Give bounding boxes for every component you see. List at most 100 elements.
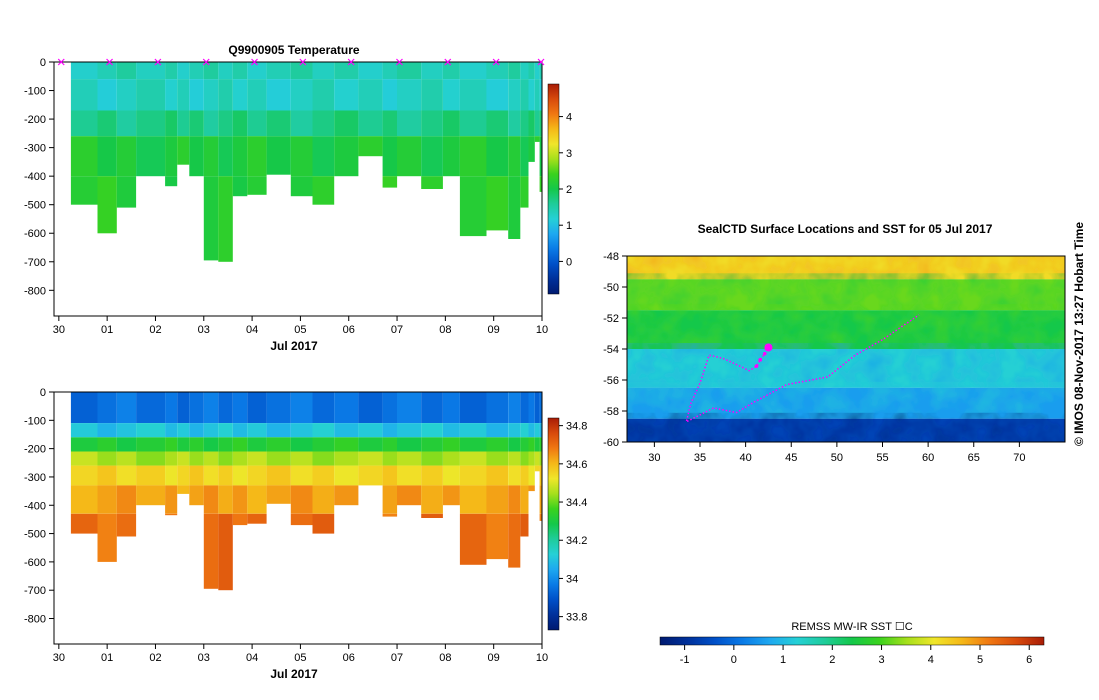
salinity-plot-area <box>70 392 542 591</box>
lat-tick-label: -60 <box>603 437 619 449</box>
profile-cell <box>290 513 313 526</box>
profile-cell <box>508 392 521 424</box>
y-tick-label: -300 <box>24 472 46 484</box>
profile-cell <box>97 485 117 514</box>
profile-cell <box>312 79 335 111</box>
profile-marker <box>251 58 258 66</box>
latest-position-marker <box>764 343 773 352</box>
profile-cell <box>97 176 117 234</box>
profile-cell <box>189 451 204 466</box>
y-tick-label: -500 <box>24 200 46 212</box>
lon-tick-label: 30 <box>648 452 660 464</box>
profile-cell <box>334 451 359 466</box>
profile-cell <box>136 423 166 438</box>
profile-cell <box>382 423 398 438</box>
profile-cell <box>459 176 487 237</box>
profile-cell <box>247 485 267 514</box>
profile-cell <box>177 451 190 466</box>
profile-cell <box>534 437 540 452</box>
profile-cell <box>247 392 267 424</box>
profile-cell <box>290 62 313 80</box>
profile-cell <box>136 110 166 137</box>
x-tick-label: 09 <box>488 652 500 664</box>
y-tick-label: -800 <box>24 285 46 297</box>
y-tick-label: -600 <box>24 557 46 569</box>
x-tick-label: 09 <box>488 324 500 336</box>
profile-cell <box>443 437 460 452</box>
profile-cell <box>116 465 137 486</box>
x-tick-label: 10 <box>536 652 548 664</box>
profile-cell <box>421 485 443 514</box>
profile-cell <box>189 62 204 80</box>
profile-cell <box>116 176 137 208</box>
x-tick-label: 03 <box>198 652 210 664</box>
profile-cell <box>266 437 291 452</box>
profile-cell <box>97 110 117 137</box>
profile-cell <box>177 392 190 424</box>
profile-cell <box>177 465 190 486</box>
y-tick-label: -600 <box>24 228 46 240</box>
profile-cell <box>382 110 398 137</box>
profile-cell <box>70 485 98 514</box>
profile-cell <box>266 485 291 504</box>
x-tick-label: 08 <box>439 652 451 664</box>
lon-tick-label: 70 <box>1013 452 1025 464</box>
profile-cell <box>358 465 383 486</box>
profile-cell <box>508 451 521 466</box>
profile-cell <box>486 465 509 486</box>
profile-cell <box>218 62 233 80</box>
profile-cell <box>70 451 98 466</box>
profile-cell <box>382 451 398 466</box>
profile-cell <box>116 437 137 452</box>
profile-cell <box>290 465 313 486</box>
profile-cell <box>539 110 542 137</box>
temperature-x-axis-label: Jul 2017 <box>270 339 318 353</box>
profile-cell <box>539 437 542 452</box>
profile-cell <box>218 513 233 591</box>
profile-cell <box>534 423 540 438</box>
salinity-colorbar <box>547 417 560 631</box>
profile-cell <box>508 423 521 438</box>
profile-cell <box>97 513 117 562</box>
profile-cell <box>421 392 443 424</box>
profile-cell <box>247 62 267 80</box>
profile-cell <box>203 176 219 261</box>
profile-marker <box>492 58 500 66</box>
profile-cell <box>539 513 542 521</box>
profile-cell <box>520 465 529 486</box>
colorbar-tick-label: 34.4 <box>566 497 587 509</box>
sst-colorbar-label: REMSS MW-IR SST ☐C <box>791 621 912 633</box>
profile-cell <box>334 485 359 506</box>
seal-track <box>685 314 920 424</box>
profile-cell <box>232 176 248 197</box>
profile-cell <box>116 513 137 537</box>
profile-cell <box>443 392 460 424</box>
profile-cell <box>97 437 117 452</box>
profile-cell <box>232 392 248 424</box>
profile-cell <box>528 62 535 80</box>
profile-cell <box>165 176 178 187</box>
profile-cell <box>290 176 313 197</box>
profile-cell <box>508 437 521 452</box>
profile-cell <box>443 485 460 506</box>
sst-colorbar-tick-label: 2 <box>829 654 835 666</box>
profile-cell <box>266 136 291 175</box>
profile-cell <box>247 451 267 466</box>
sst-colorbar-tick-label: -1 <box>680 654 690 666</box>
profile-cell <box>520 176 529 208</box>
profile-cell <box>382 62 398 80</box>
profile-cell <box>165 485 178 514</box>
salinity-y-axis: 0 -100 -200 -300 -400 -500 -600 -700 -800 <box>24 387 54 626</box>
profile-cell <box>486 176 509 231</box>
colorbar-tick-label: 34.8 <box>566 421 587 433</box>
profile-cell <box>486 79 509 111</box>
colorbar-tick-label: 4 <box>566 112 572 124</box>
temperature-chart-title: Q9900905 Temperature <box>228 43 360 57</box>
lon-tick-label: 60 <box>922 452 934 464</box>
sst-colorbar-tick-label: 1 <box>780 654 786 666</box>
profile-cell <box>189 392 204 424</box>
profile-cell <box>486 437 509 452</box>
profile-cell <box>459 465 487 486</box>
profile-cell <box>218 465 233 486</box>
profile-cell <box>334 62 359 80</box>
